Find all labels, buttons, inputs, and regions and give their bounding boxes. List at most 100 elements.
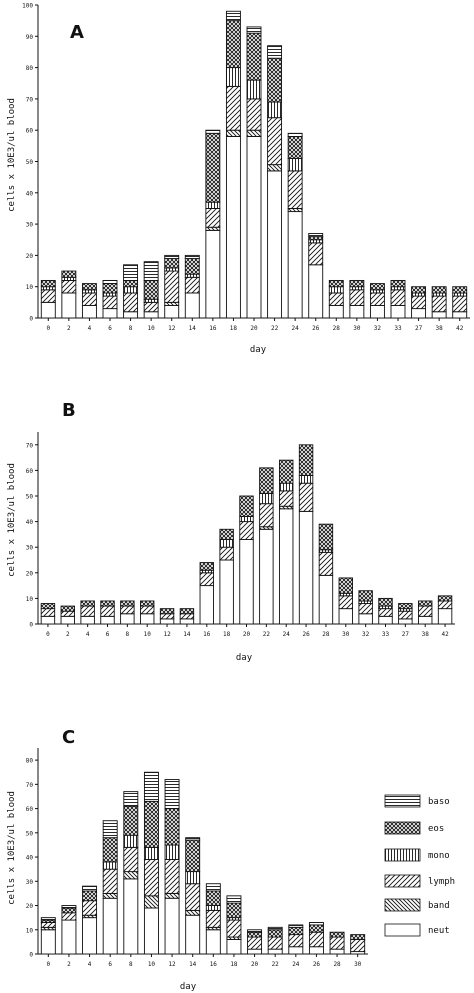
bar-segment-neut — [199, 585, 214, 625]
x-tick-label: 8 — [129, 961, 133, 968]
x-tick-label: 12 — [163, 631, 171, 638]
bar-segment-lymph — [61, 912, 77, 921]
bar-segment-eos — [102, 283, 118, 294]
y-tick-label: 70 — [26, 442, 34, 449]
panel-b-xlabel: day — [236, 653, 253, 663]
x-tick-label: 10 — [144, 631, 152, 638]
bar-segment-eos — [143, 279, 159, 300]
bar-segment-baso — [308, 233, 324, 238]
bar-segment-eos — [452, 286, 468, 294]
bar-segment-lymph — [81, 292, 97, 306]
bar-segment-eos — [288, 926, 304, 936]
legend-label-baso: baso — [428, 797, 450, 807]
bar-segment-neut — [298, 510, 314, 625]
bar-segment-lymph — [259, 503, 274, 528]
bar-segment-mono — [287, 157, 303, 172]
bar-segment-eos — [159, 608, 175, 615]
bar-segment-neut — [61, 292, 77, 319]
legend-swatch-mono — [384, 848, 421, 862]
bar-segment-eos — [287, 136, 303, 159]
bar-segment-eos — [40, 603, 56, 610]
bar-segment-lymph — [219, 546, 234, 561]
bar-segment-band — [225, 129, 241, 137]
bar-segment-mono — [225, 67, 241, 87]
bar-segment-eos — [349, 279, 365, 288]
bar-segment-eos — [205, 890, 221, 906]
bar-segment-baso — [184, 254, 200, 259]
bar-segment-neut — [123, 878, 139, 955]
x-tick-label: 42 — [456, 325, 464, 332]
bar-segment-baso — [308, 922, 324, 926]
bar-segment-lymph — [184, 276, 200, 294]
legend: baso eos mono lymph band neut — [384, 794, 455, 937]
bar-segment-neut — [100, 615, 115, 625]
x-tick-label: 18 — [230, 961, 238, 968]
legend-label-eos: eos — [428, 824, 444, 834]
bar-segment-eos — [219, 528, 234, 540]
y-tick-label: 30 — [26, 545, 34, 552]
bar-segment-eos — [185, 839, 201, 873]
bar-segment-eos — [398, 603, 413, 610]
bar-segment-eos — [350, 934, 366, 940]
bar-segment-lymph — [164, 270, 180, 303]
bar-segment-baso — [102, 820, 118, 839]
y-tick-label: 10 — [26, 596, 34, 603]
x-tick-label: 32 — [362, 631, 370, 638]
x-tick-label: 16 — [209, 325, 217, 332]
x-tick-label: 33 — [394, 325, 402, 332]
bar-segment-neut — [267, 948, 283, 955]
bar-segment-neut — [82, 917, 98, 955]
y-tick-label: 80 — [26, 65, 34, 72]
panel-c-label: C — [62, 727, 75, 748]
panel-a-xlabel: day — [250, 345, 267, 355]
x-tick-label: 32 — [374, 325, 382, 332]
bar-segment-lymph — [390, 289, 406, 306]
bar-segment-lymph — [267, 936, 283, 950]
y-tick-label: 70 — [26, 96, 34, 103]
x-tick-label: 0 — [46, 631, 50, 638]
y-tick-label: 60 — [26, 806, 34, 813]
bar-segment-band — [205, 226, 221, 231]
x-tick-label: 27 — [402, 631, 410, 638]
bar-segment-lymph — [102, 868, 118, 894]
bar-segment-mono — [279, 482, 294, 492]
y-tick-label: 50 — [26, 159, 34, 166]
bar-segment-eos — [239, 495, 254, 517]
bar-segment-neut — [179, 618, 195, 625]
bar-segment-mono — [411, 292, 427, 297]
y-tick-label: 10 — [26, 284, 34, 291]
x-tick-label: 30 — [342, 631, 350, 638]
y-tick-label: 40 — [26, 190, 34, 197]
y-tick-label: 10 — [26, 927, 34, 934]
bar-segment-neut — [219, 559, 234, 625]
bar-segment-eos — [247, 931, 263, 938]
bar-segment-eos — [205, 132, 221, 203]
bar-segment-lymph — [205, 909, 221, 928]
bar-segment-mono — [102, 861, 118, 870]
bar-segment-eos — [225, 20, 241, 69]
x-tick-label: 27 — [415, 325, 423, 332]
x-tick-label: 2 — [67, 325, 71, 332]
bar-segment-mono — [164, 844, 180, 860]
x-tick-label: 38 — [422, 631, 430, 638]
bar-segment-lymph — [328, 292, 344, 306]
bar-segment-neut — [205, 929, 221, 955]
x-tick-label: 0 — [46, 325, 50, 332]
panel-b-ylabel: cells x 10E3/ul blood — [7, 463, 17, 577]
panel-a-label: A — [70, 22, 84, 43]
x-tick-label: 10 — [148, 961, 156, 968]
x-tick-label: 24 — [292, 325, 300, 332]
bar-segment-eos — [40, 279, 56, 288]
bar-segment-lymph — [431, 295, 447, 313]
bar-segment-baso — [123, 791, 139, 807]
x-tick-label: 18 — [230, 325, 238, 332]
bar-segment-eos — [60, 605, 75, 612]
y-tick-label: 20 — [26, 570, 34, 577]
bar-segment-neut — [61, 919, 77, 955]
bar-segment-eos — [199, 562, 214, 571]
bar-segment-lymph — [239, 521, 254, 540]
y-tick-label: 20 — [26, 903, 34, 910]
bar-segment-lymph — [350, 939, 366, 953]
bar-segment-neut — [140, 613, 155, 625]
